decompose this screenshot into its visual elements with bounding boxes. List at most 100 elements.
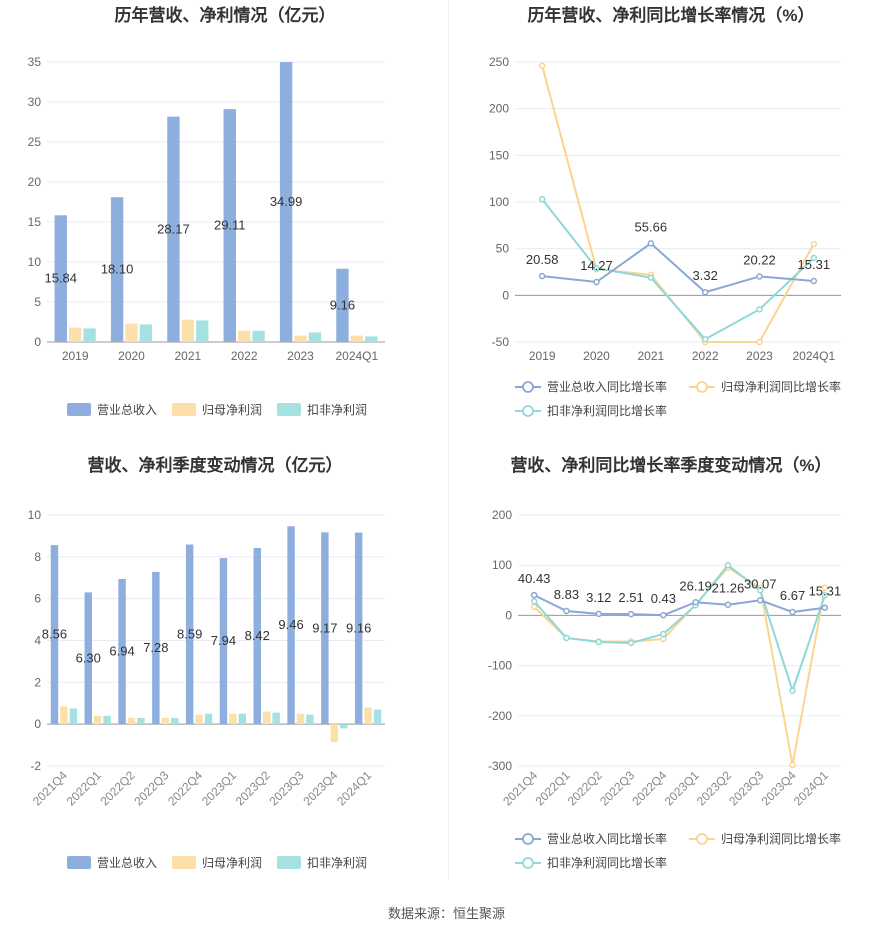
y-tick-label: -200 [488, 709, 512, 723]
bar [127, 717, 136, 725]
legend-marker [522, 833, 534, 845]
data-point [821, 584, 829, 592]
bar [294, 335, 307, 342]
x-tick-label: 2022Q3 [131, 768, 171, 808]
data-point [530, 598, 538, 605]
y-tick-label: 200 [489, 102, 509, 116]
chart-annual-revenue-profit: 历年营收、净利情况（亿元） 0 5 10 15 20 25 30 35 2019 2020 2021 2… [0, 0, 448, 430]
data-label: 6.94 [109, 644, 134, 659]
x-tick-label: 2022Q2 [98, 768, 138, 808]
data-label: 34.99 [270, 194, 303, 209]
data-label: 40.43 [518, 571, 551, 586]
x-tick-label: 2024Q1 [335, 349, 378, 363]
legend-label: 扣非净利润 [307, 856, 367, 870]
y-tick-label: 10 [28, 508, 42, 522]
chart-svg: 营收、净利季度变动情况（亿元）-202468102021Q42022Q12022… [28, 455, 385, 870]
data-label: 21.26 [712, 581, 745, 596]
bar [262, 711, 271, 725]
y-tick-label: 10 [28, 255, 42, 269]
data-label: 26.19 [679, 578, 712, 593]
data-label: 8.83 [554, 587, 579, 602]
bar [308, 332, 322, 342]
legend-label: 营业总收入同比增长率 [547, 379, 667, 394]
data-point [593, 278, 600, 286]
legend-label: 扣非净利润 [307, 403, 367, 417]
data-point [724, 561, 732, 569]
x-tick-label: 2021 [637, 349, 664, 363]
x-tick-label: 2023Q3 [726, 768, 766, 808]
bar [330, 724, 339, 742]
x-tick-label: 2024Q1 [792, 349, 835, 363]
data-label: 8.59 [177, 626, 202, 641]
bar [125, 323, 138, 342]
x-tick-label: 2020 [118, 349, 145, 363]
chart-title: 历年营收、净利同比增长率情况（%） [527, 5, 814, 25]
legend-marker [522, 405, 534, 417]
x-tick-label: 2022Q3 [597, 768, 637, 808]
series-line [533, 594, 825, 617]
data-point [757, 587, 764, 594]
bar [68, 327, 82, 342]
bar [365, 336, 378, 342]
x-tick-label: 2021Q4 [500, 768, 540, 808]
legend-label: 归母净利润 [202, 856, 262, 870]
legend-swatch [172, 856, 196, 869]
bar [196, 320, 209, 342]
chart-svg: 历年营收、净利情况（亿元） 0 5 10 15 20 25 30 35 2019 2020 2021 2… [28, 5, 385, 417]
legend-label: 扣非净利润同比增长率 [547, 855, 667, 870]
legend-swatch [67, 856, 91, 869]
x-tick-label: 2023 [287, 349, 314, 363]
y-tick-label: 250 [489, 55, 509, 69]
data-point [789, 687, 796, 694]
data-point [627, 610, 635, 618]
bar [252, 330, 265, 342]
bar [152, 571, 160, 725]
data-label: 18.10 [101, 262, 134, 277]
data-point [756, 306, 763, 313]
bar [229, 713, 237, 725]
x-tick-label: 2019 [62, 349, 89, 363]
y-tick-label: 25 [28, 135, 42, 149]
y-tick-label: -300 [488, 759, 512, 773]
legend-label: 扣非净利润同比增长率 [547, 403, 667, 418]
data-point [756, 338, 763, 346]
bar [93, 715, 102, 725]
y-tick-label: 0 [34, 335, 41, 349]
legend: 营业总收入 归母净利润 扣非净利润 [67, 856, 367, 870]
data-label: 0.43 [651, 591, 676, 606]
data-label: 30.07 [744, 576, 777, 591]
x-tick-label: 2023 [746, 349, 773, 363]
bar [237, 330, 251, 342]
data-label: 29.11 [214, 218, 246, 233]
x-tick-label: 2020 [583, 349, 610, 363]
series-line [542, 242, 814, 294]
legend-label: 营业总收入 [97, 856, 157, 870]
bar [238, 713, 247, 725]
y-tick-label: 0 [505, 608, 512, 622]
bar [139, 324, 153, 342]
data-point [810, 240, 818, 248]
data-point [593, 265, 600, 272]
data-point [530, 603, 538, 611]
legend-marker [696, 381, 708, 393]
legend-label: 营业总收入 [97, 403, 157, 417]
y-tick-label: -2 [30, 759, 41, 773]
bar [321, 532, 329, 725]
legend-label: 归母净利润同比增长率 [721, 831, 841, 846]
x-tick-label: 2022Q2 [565, 768, 605, 808]
data-label: 9.46 [278, 617, 303, 632]
data-label: 28.17 [157, 221, 190, 236]
y-tick-label: 50 [496, 242, 510, 256]
panel-divider [448, 0, 449, 880]
data-point [821, 604, 829, 611]
x-tick-label: 2022Q4 [629, 768, 669, 808]
data-point [538, 62, 546, 69]
legend-label: 营业总收入同比增长率 [547, 831, 667, 846]
data-label: 20.22 [743, 252, 776, 267]
data-point [810, 277, 818, 285]
data-point [563, 634, 570, 642]
bar [103, 715, 111, 725]
bar [69, 708, 78, 725]
bar [84, 592, 92, 725]
